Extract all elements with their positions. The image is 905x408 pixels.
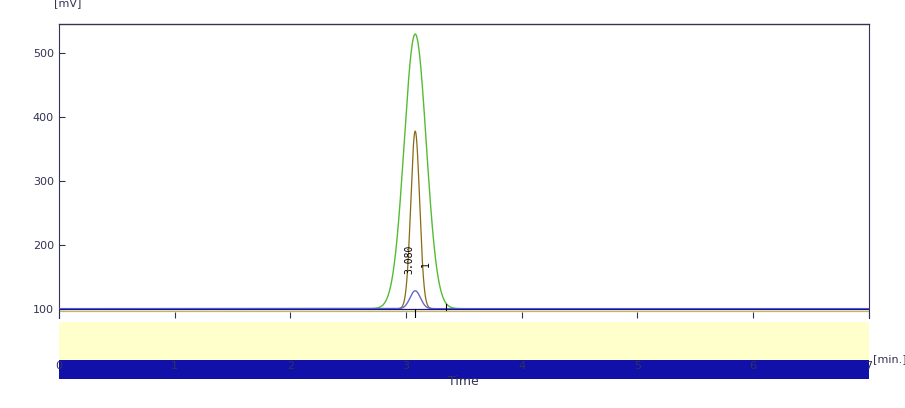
- Text: 5: 5: [634, 361, 641, 371]
- Text: 0: 0: [55, 361, 62, 371]
- Text: 1: 1: [171, 361, 178, 371]
- Text: 2: 2: [287, 361, 294, 371]
- Text: 6: 6: [749, 361, 757, 371]
- Text: [min.]: [min.]: [873, 354, 905, 364]
- Text: 3.080: 3.080: [405, 244, 414, 273]
- Text: 4: 4: [518, 361, 525, 371]
- Text: 1: 1: [421, 261, 431, 267]
- Text: 7: 7: [865, 361, 872, 371]
- Text: [mV]: [mV]: [54, 0, 81, 8]
- Text: 3: 3: [403, 361, 409, 371]
- Text: Time: Time: [449, 375, 479, 388]
